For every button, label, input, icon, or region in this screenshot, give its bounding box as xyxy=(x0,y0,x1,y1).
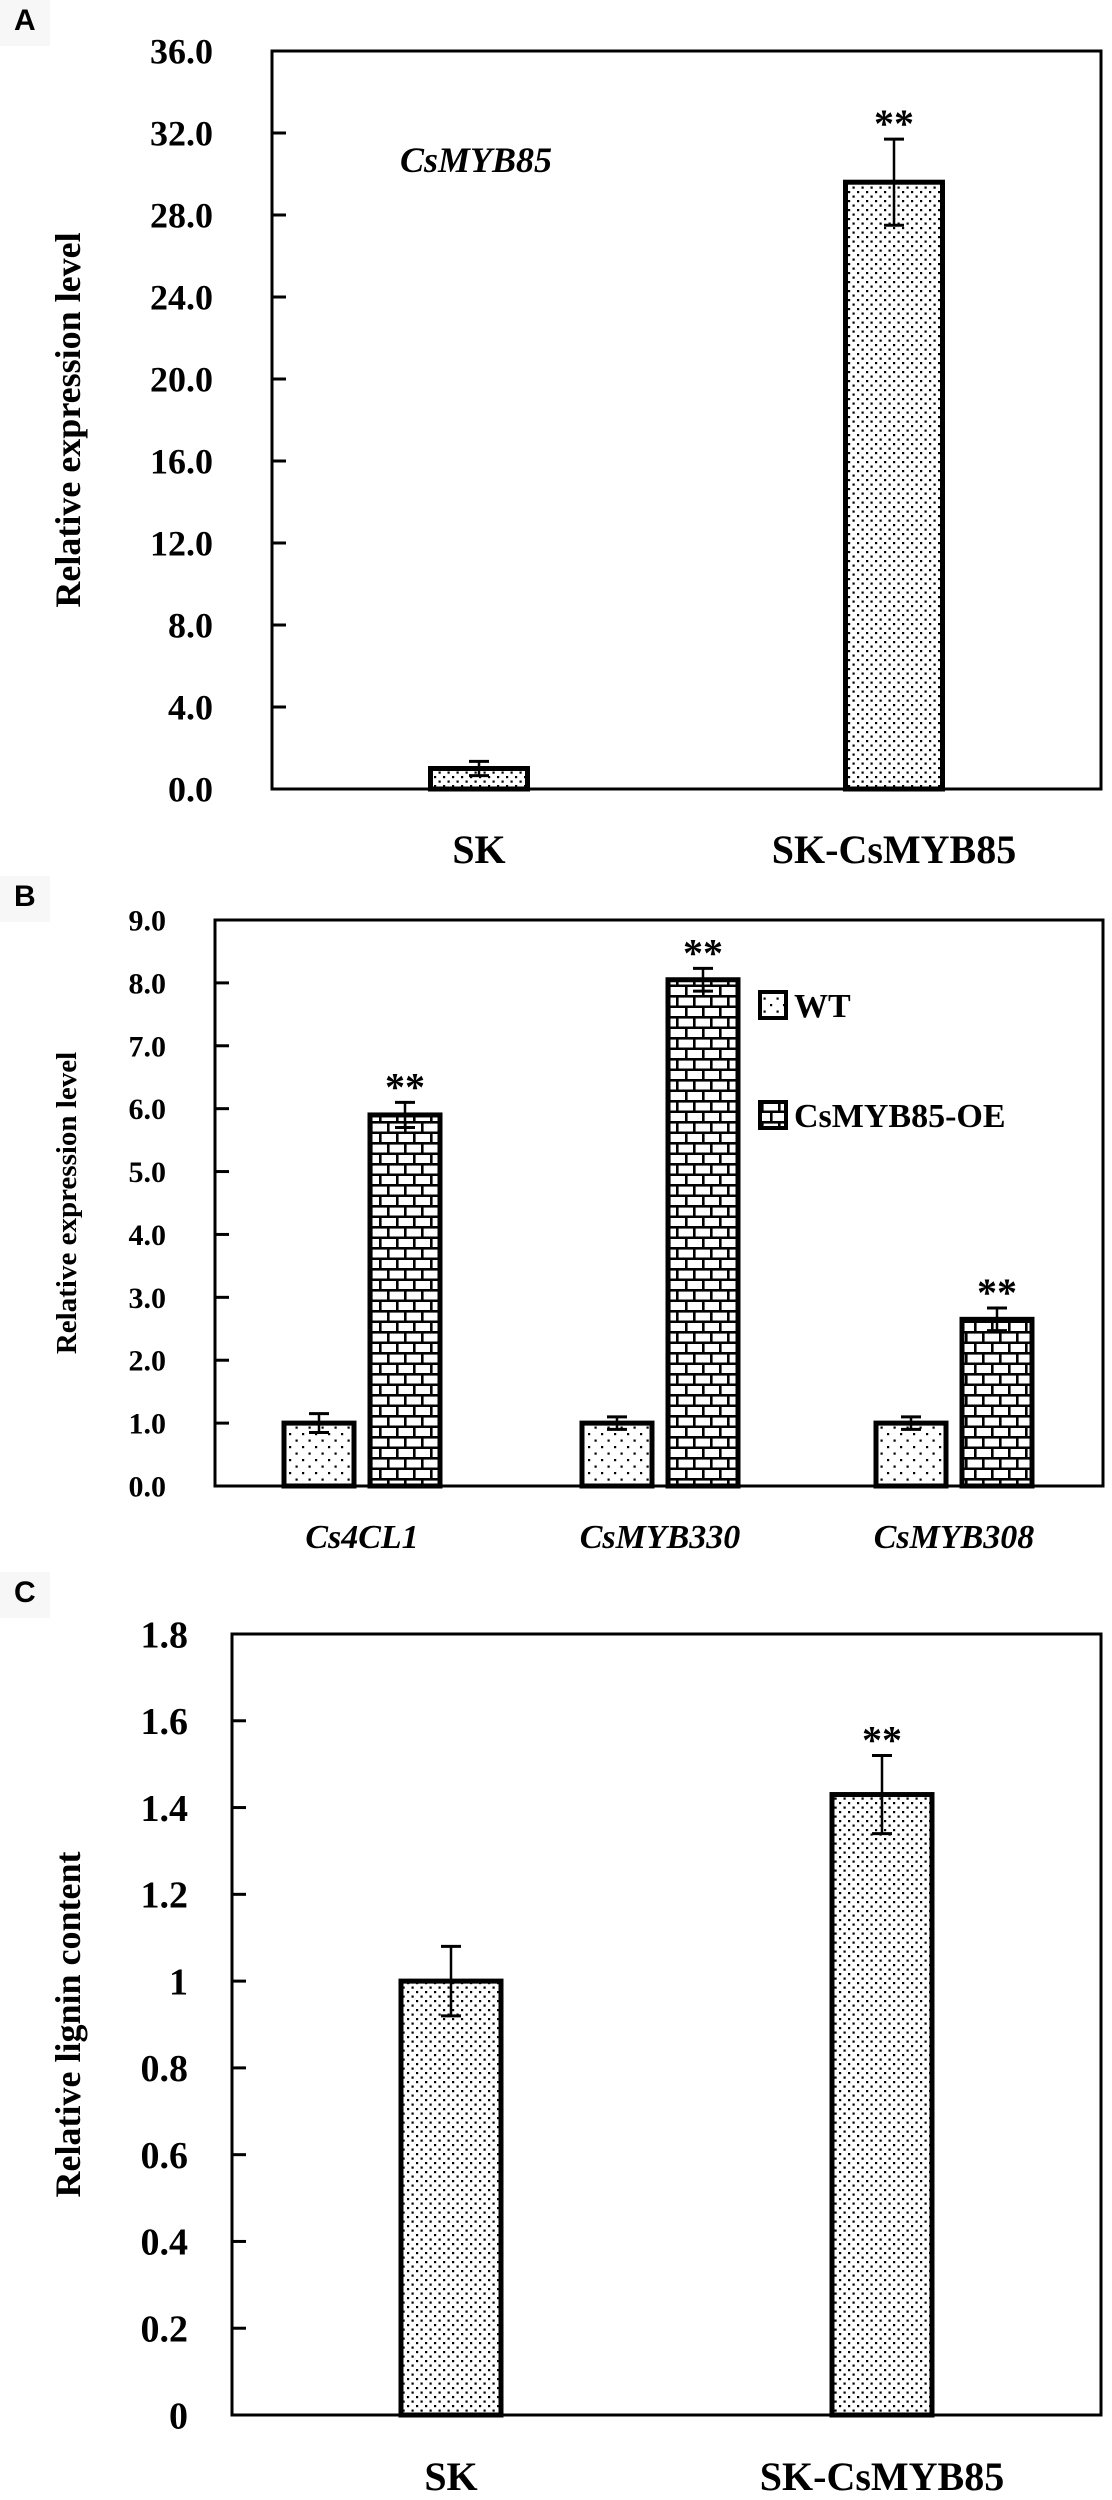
significance-marker: ** xyxy=(385,1064,425,1109)
y-tick-label: 0.6 xyxy=(141,2135,189,2177)
y-tick-label: 1.8 xyxy=(141,1614,189,1656)
y-tick-label: 2.0 xyxy=(129,1345,167,1378)
y-tick-label: 1.0 xyxy=(129,1408,167,1441)
legend-swatch xyxy=(758,990,788,1020)
legend-label: WT xyxy=(794,988,851,1025)
x-category-label: SK xyxy=(424,2454,477,2499)
gene-annotation: CsMYB85 xyxy=(400,140,552,180)
significance-marker: ** xyxy=(874,101,914,146)
y-tick-label: 7.0 xyxy=(129,1030,167,1063)
x-category-label: SK-CsMYB85 xyxy=(760,2454,1004,2499)
legend-swatch xyxy=(758,1100,788,1130)
bar-wt xyxy=(873,1420,949,1489)
bar-csmyb85-oe xyxy=(959,1316,1035,1489)
y-tick-label: 20.0 xyxy=(150,360,213,400)
y-axis-title: Relative expression level xyxy=(48,232,88,607)
plot-area xyxy=(270,49,1103,791)
significance-marker: ** xyxy=(977,1270,1017,1315)
y-tick-label: 1.4 xyxy=(141,1788,189,1830)
bar-wt xyxy=(281,1420,357,1489)
y-tick-label: 0.4 xyxy=(141,2222,189,2264)
y-axis-title: Relative expression level xyxy=(51,1052,83,1354)
y-tick-label: 24.0 xyxy=(150,278,213,318)
x-category-label: CsMYB308 xyxy=(874,1519,1035,1556)
x-category-label: Cs4CL1 xyxy=(305,1519,418,1556)
x-category-label: SK xyxy=(452,827,505,872)
y-tick-label: 3.0 xyxy=(129,1282,167,1315)
y-tick-label: 8.0 xyxy=(129,967,167,1000)
legend-label: CsMYB85-OE xyxy=(794,1098,1006,1135)
y-axis-title: Relative lignin content xyxy=(48,1852,88,2198)
bar xyxy=(843,179,945,792)
y-tick-label: 0.0 xyxy=(129,1471,167,1504)
bar-csmyb85-oe xyxy=(665,977,741,1489)
y-tick-label: 4.0 xyxy=(129,1219,167,1252)
y-tick-label: 1.2 xyxy=(141,1875,189,1917)
y-tick-label: 0.0 xyxy=(168,770,213,810)
y-tick-label: 32.0 xyxy=(150,114,213,154)
y-tick-label: 5.0 xyxy=(129,1156,167,1189)
plot-area xyxy=(213,918,1105,1488)
y-tick-label: 28.0 xyxy=(150,196,213,236)
y-tick-label: 1 xyxy=(169,1961,188,2003)
bar-csmyb85-oe xyxy=(367,1112,443,1489)
y-tick-label: 0 xyxy=(169,2395,188,2437)
significance-marker: ** xyxy=(862,1717,902,1762)
y-tick-label: 12.0 xyxy=(150,524,213,564)
x-category-label: CsMYB330 xyxy=(580,1519,741,1556)
bar xyxy=(829,1792,935,2418)
bar xyxy=(398,1978,504,2418)
chart-c: 0 0.2 0.4 0.6 0.8 1 1.2 1.4 1.6 1.8 Relative ligni… xyxy=(48,1614,1103,2499)
x-category-label: SK-CsMYB85 xyxy=(772,827,1016,872)
panel-label-b: B xyxy=(0,876,50,922)
bar-wt xyxy=(579,1420,655,1489)
chart-b: 0.0 1.0 2.0 3.0 4.0 5.0 6.0 7.0 8.0 9.0 Relative e… xyxy=(51,905,1105,1556)
y-tick-label: 0.2 xyxy=(141,2309,189,2351)
y-tick-label: 1.6 xyxy=(141,1701,189,1743)
y-tick-label: 9.0 xyxy=(129,905,167,938)
y-tick-label: 0.8 xyxy=(141,2048,189,2090)
y-tick-label: 4.0 xyxy=(168,688,213,728)
chart-a: 0.0 4.0 8.0 12.0 16.0 20.0 24.0 28.0 32.0 36.0 Rel… xyxy=(48,32,1103,872)
panel-label-a: A xyxy=(0,0,50,46)
y-tick-label: 6.0 xyxy=(129,1093,167,1126)
panel-label-c: C xyxy=(0,1572,50,1618)
y-tick-label: 36.0 xyxy=(150,32,213,72)
y-tick-label: 16.0 xyxy=(150,442,213,482)
plot-area xyxy=(230,1632,1103,2417)
significance-marker: ** xyxy=(683,930,723,975)
y-tick-label: 8.0 xyxy=(168,606,213,646)
